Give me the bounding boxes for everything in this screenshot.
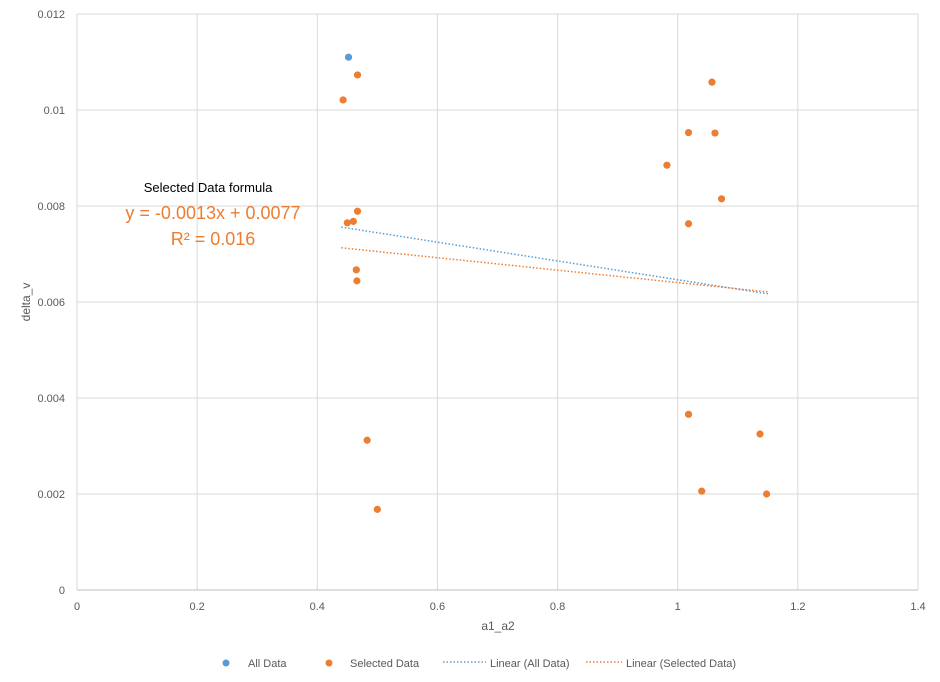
data-point-selected-data <box>353 71 362 79</box>
data-point-selected-data <box>363 436 371 444</box>
legend: All Data Selected Data Linear (All Data)… <box>222 658 736 670</box>
trendlines <box>341 226 768 295</box>
legend-marker-all-data <box>222 659 230 667</box>
data-point-selected-data <box>349 217 357 225</box>
y-axis-title: delta_v <box>19 283 33 322</box>
formula-title: Selected Data formula <box>144 180 273 195</box>
axes: 0 0.2 0.4 0.6 0.8 1 1.2 1.4 0 0.002 0.004 0.006 0.00… <box>37 9 925 613</box>
legend-label-all-data: All Data <box>248 658 287 670</box>
y-tick-label: 0.012 <box>37 9 65 21</box>
formula-r-squared: R² = 0.016 <box>171 229 256 249</box>
x-tick-label: 1 <box>675 601 681 613</box>
data-point-selected-data <box>343 219 351 227</box>
legend-label-linear-all: Linear (All Data) <box>490 658 569 670</box>
data-point-selected-data <box>684 220 693 228</box>
y-tick-label: 0.006 <box>37 297 65 309</box>
data-point-selected-data <box>684 410 693 418</box>
data-point-selected-data <box>373 505 381 513</box>
y-tick-label: 0.01 <box>44 105 65 117</box>
data-point-all-data <box>344 53 353 61</box>
x-axis-title: a1_a2 <box>481 619 515 633</box>
data-point-selected-data <box>339 96 347 104</box>
legend-label-selected-data: Selected Data <box>350 658 420 670</box>
data-points <box>339 53 771 513</box>
y-tick-label: 0.004 <box>37 393 65 405</box>
data-point-selected-data <box>763 490 771 498</box>
data-point-selected-data <box>708 78 716 86</box>
data-point-selected-data <box>698 487 706 495</box>
x-tick-label: 1.2 <box>790 601 805 613</box>
data-point-selected-data <box>353 207 362 215</box>
data-point-selected-data <box>352 266 360 274</box>
data-point-selected-data <box>756 430 764 438</box>
data-point-selected-data <box>353 277 361 285</box>
data-point-selected-data <box>663 161 671 169</box>
data-point-selected-data <box>684 128 693 137</box>
x-tick-label: 0.2 <box>189 601 204 613</box>
x-tick-label: 0 <box>74 601 80 613</box>
formula-equation: y = -0.0013x + 0.0077 <box>125 203 300 223</box>
data-point-selected-data <box>717 195 726 203</box>
x-tick-label: 0.4 <box>310 601 325 613</box>
x-tick-label: 1.4 <box>910 601 925 613</box>
x-tick-label: 0.8 <box>550 601 565 613</box>
y-tick-label: 0.008 <box>37 201 65 213</box>
y-tick-label: 0.002 <box>37 489 65 501</box>
legend-label-linear-selected: Linear (Selected Data) <box>626 658 736 670</box>
y-tick-label: 0 <box>59 585 65 597</box>
x-tick-label: 0.6 <box>430 601 445 613</box>
data-point-selected-data <box>711 129 719 137</box>
legend-marker-selected-data <box>325 659 333 667</box>
formula-annotation: Selected Data formula y = -0.0013x + 0.0… <box>125 180 300 249</box>
gridlines <box>77 13 919 590</box>
trendline-selected-data <box>341 247 768 293</box>
